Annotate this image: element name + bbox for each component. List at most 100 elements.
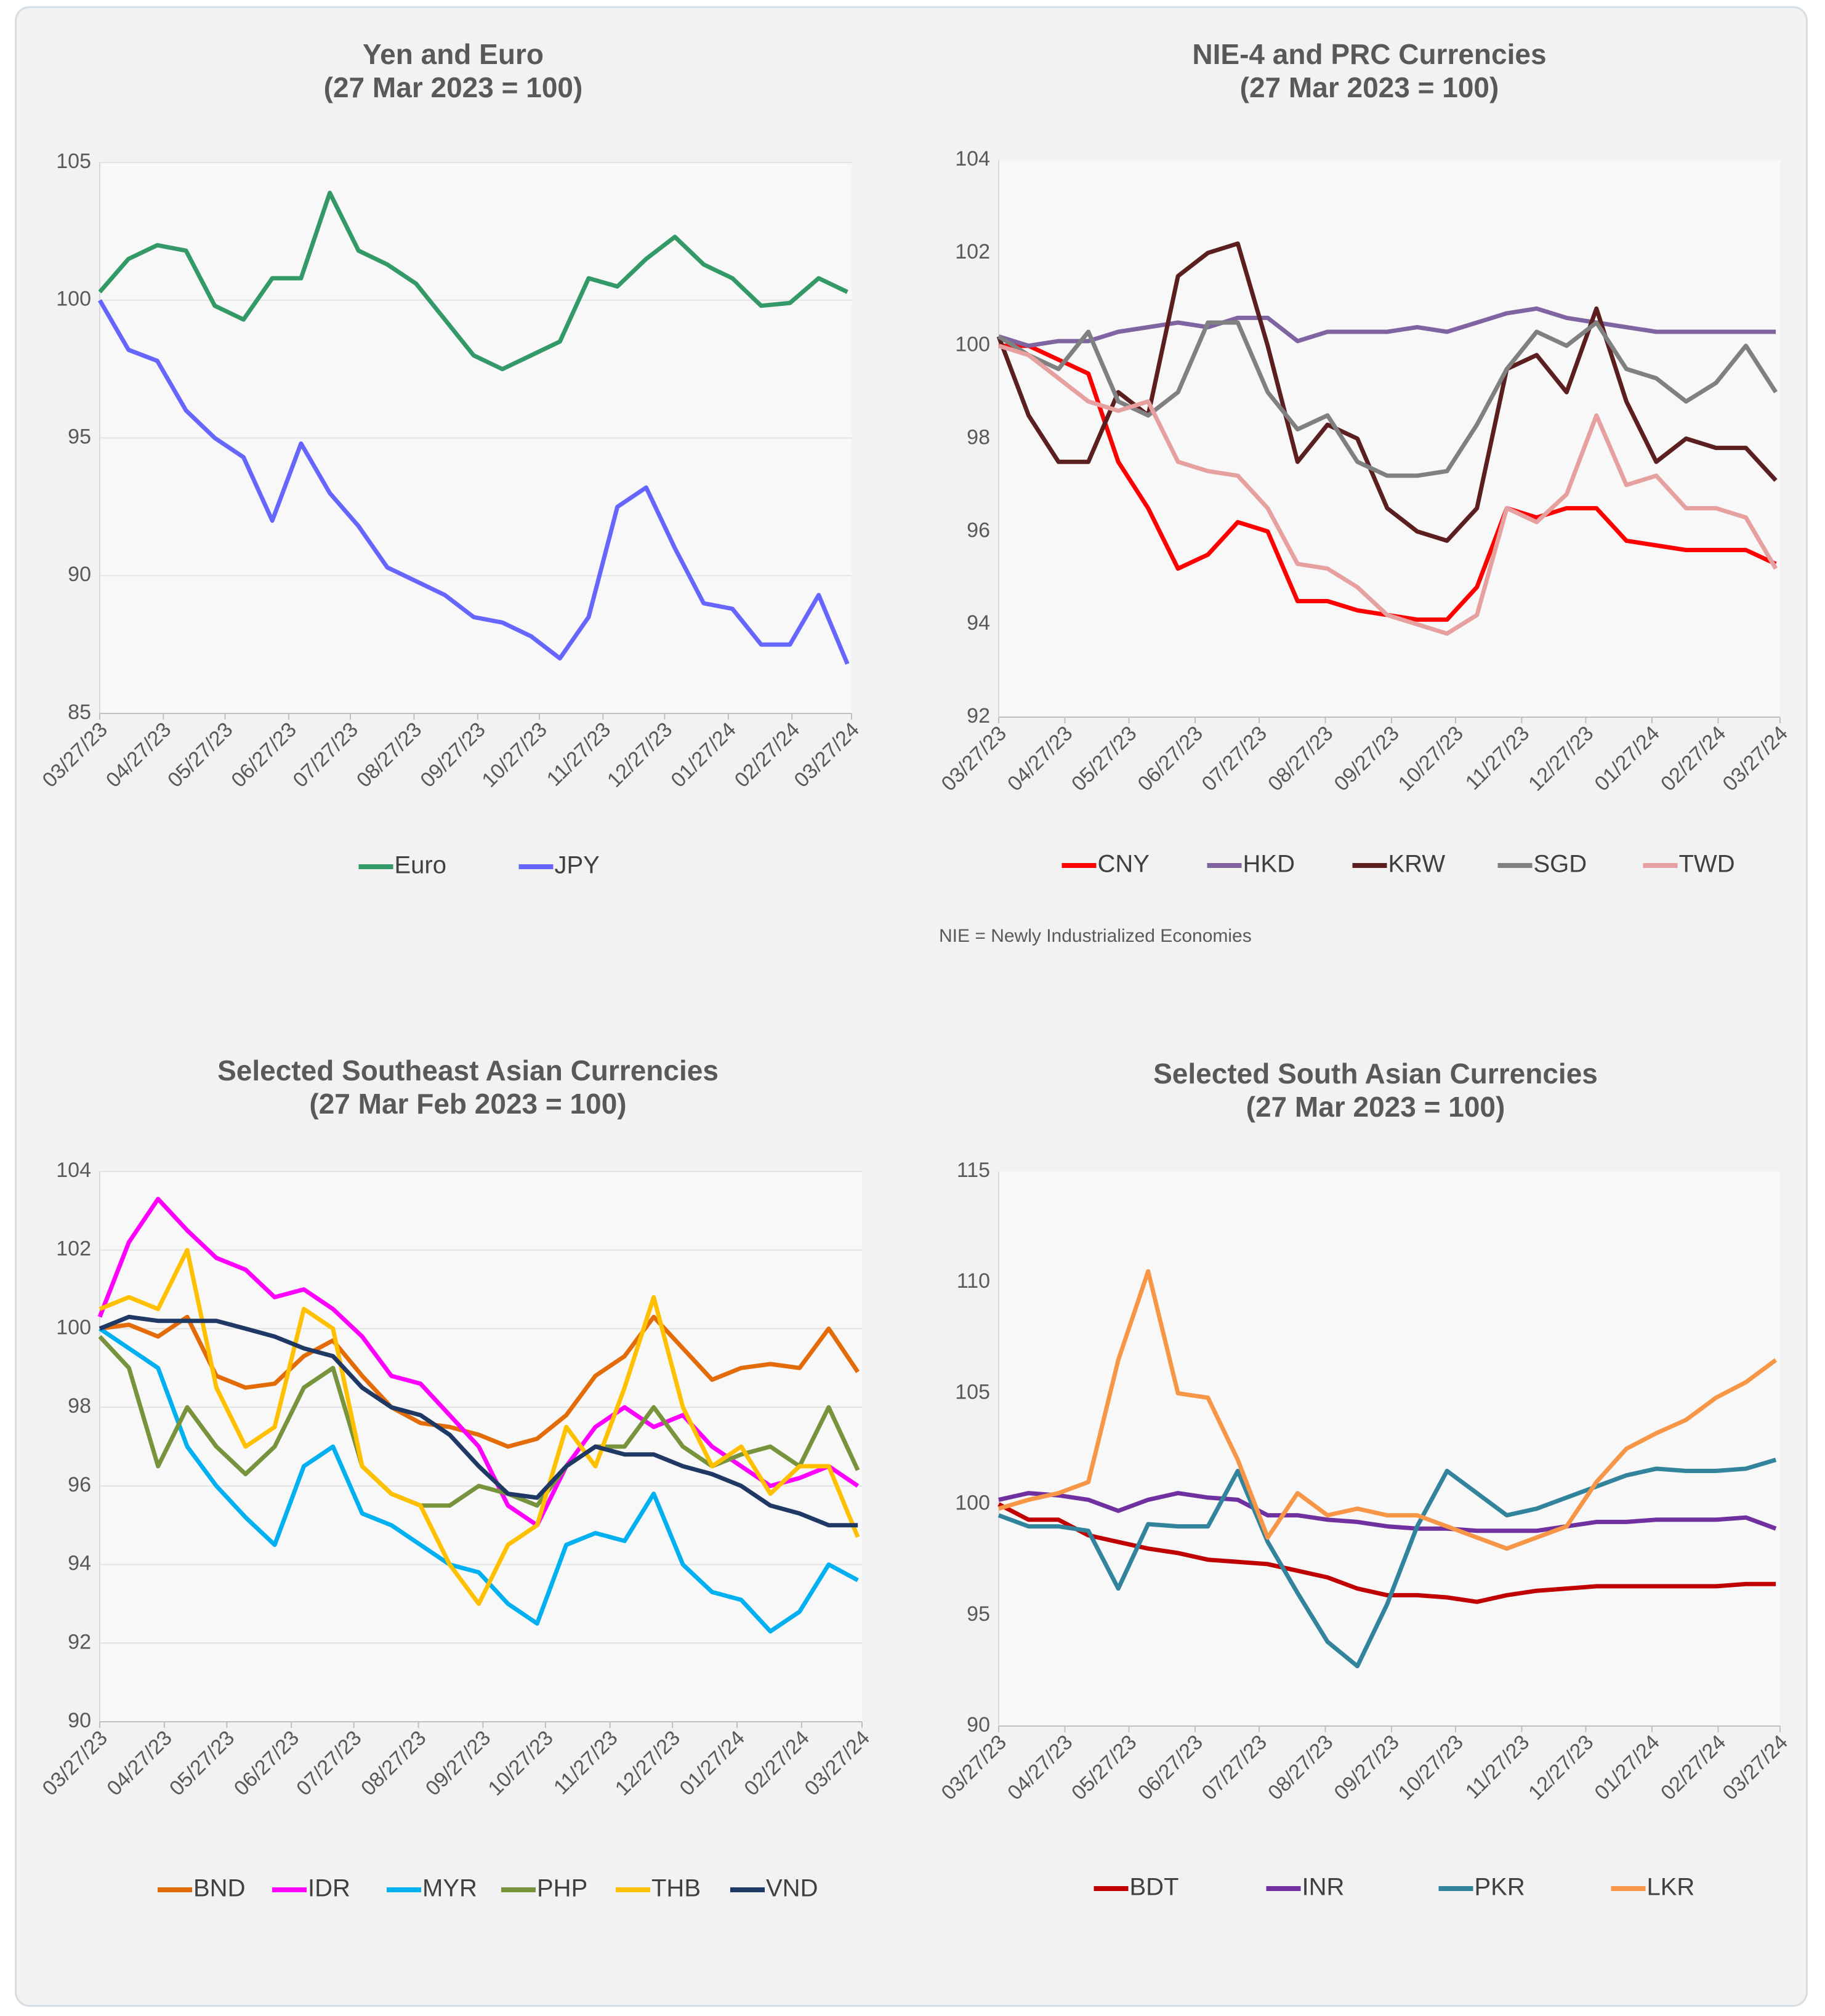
x-tick-label: 03/27/24 xyxy=(1718,721,1792,795)
legend-label: PKR xyxy=(1475,1874,1525,1901)
x-tick-label: 08/27/23 xyxy=(1263,1730,1337,1804)
y-tick-label: 105 xyxy=(955,1380,990,1404)
y-tick-label: 100 xyxy=(955,1492,990,1515)
plot-area xyxy=(999,1171,1780,1726)
series-line xyxy=(996,241,1778,543)
x-tick-label: 02/27/24 xyxy=(730,718,804,792)
x-tick-label: 06/27/23 xyxy=(1134,1730,1207,1804)
y-tick-label: 100 xyxy=(955,333,990,356)
legend-label: MYR xyxy=(422,1875,477,1902)
y-tick-label: 104 xyxy=(955,147,990,171)
x-tick-label: 06/27/23 xyxy=(230,1726,304,1800)
legend-label: TWD xyxy=(1679,851,1735,878)
legend-label: BDT xyxy=(1130,1874,1179,1901)
legend-label: CNY xyxy=(1098,851,1150,878)
x-tick-label: 08/27/23 xyxy=(352,718,426,792)
y-tick-label: 96 xyxy=(68,1473,91,1496)
x-tick-label: 04/27/23 xyxy=(1003,721,1077,795)
x-tick-label: 03/27/24 xyxy=(1718,1730,1792,1804)
x-tick-label: 12/27/23 xyxy=(603,718,677,792)
x-tick-label: 01/27/24 xyxy=(666,718,740,792)
legend-label: INR xyxy=(1302,1874,1345,1901)
x-tick-label: 06/27/23 xyxy=(227,718,300,792)
series-line xyxy=(997,1502,1776,1604)
x-tick-label: 12/27/23 xyxy=(1524,721,1598,795)
y-tick-label: 96 xyxy=(967,518,990,542)
x-tick-label: 09/27/23 xyxy=(1330,1730,1404,1804)
x-tick-label: 12/27/23 xyxy=(611,1726,685,1800)
series-line xyxy=(99,1327,859,1634)
footnote: NIE = Newly Industrialized Economies xyxy=(939,926,1252,946)
series-line xyxy=(99,1314,860,1449)
x-tick-label: 10/27/23 xyxy=(477,718,551,792)
y-tick-label: 110 xyxy=(957,1269,990,1293)
x-tick-label: 04/27/23 xyxy=(1003,1730,1077,1804)
x-tick-label: 03/27/23 xyxy=(937,721,1011,795)
chart-subtitle: (27 Mar Feb 2023 = 100) xyxy=(309,1088,626,1120)
y-tick-label: 94 xyxy=(68,1552,91,1575)
x-tick-label: 01/27/24 xyxy=(1590,721,1664,795)
legend-label: KRW xyxy=(1388,851,1446,878)
x-tick-label: 05/27/23 xyxy=(163,718,237,792)
x-tick-label: 11/27/23 xyxy=(1461,721,1534,795)
x-tick-label: 08/27/23 xyxy=(357,1726,430,1800)
legend-label: LKR xyxy=(1647,1874,1695,1901)
x-tick-label: 03/27/23 xyxy=(38,718,112,792)
y-tick-label: 85 xyxy=(68,701,91,724)
y-tick-label: 92 xyxy=(967,704,990,728)
series-line xyxy=(998,1491,1777,1533)
x-tick-label: 05/27/23 xyxy=(165,1726,239,1800)
x-tick-label: 10/27/23 xyxy=(1394,1730,1468,1804)
y-tick-label: 92 xyxy=(68,1630,91,1653)
x-tick-label: 10/27/23 xyxy=(483,1726,557,1800)
chart-title: Yen and Euro xyxy=(363,38,544,70)
x-tick-label: 03/27/23 xyxy=(937,1730,1011,1804)
x-tick-label: 02/27/24 xyxy=(1656,721,1730,795)
series-line xyxy=(97,299,850,665)
x-tick-label: 09/27/23 xyxy=(421,1726,495,1800)
x-tick-label: 05/27/23 xyxy=(1067,721,1141,795)
series-line xyxy=(99,1248,860,1606)
series-line xyxy=(98,190,848,372)
series-line xyxy=(997,343,1778,636)
legend-label: HKD xyxy=(1243,851,1295,878)
x-tick-label: 03/27/23 xyxy=(38,1726,112,1800)
y-tick-label: 98 xyxy=(68,1394,91,1418)
x-tick-label: 09/27/23 xyxy=(1330,721,1404,795)
legend-label: BND xyxy=(193,1875,245,1902)
x-tick-label: 11/27/23 xyxy=(542,718,616,791)
x-tick-label: 10/27/23 xyxy=(1394,721,1468,795)
y-tick-label: 94 xyxy=(967,611,990,635)
x-tick-label: 04/27/23 xyxy=(102,718,175,792)
y-tick-label: 104 xyxy=(56,1159,91,1182)
legend-label: PHP xyxy=(537,1875,587,1902)
y-tick-label: 95 xyxy=(967,1602,990,1626)
series-line xyxy=(997,1458,1777,1669)
chart-title: Selected South Asian Currencies xyxy=(1153,1058,1598,1090)
legend-label: JPY xyxy=(555,852,600,879)
y-tick-label: 100 xyxy=(56,287,91,311)
chart-subtitle: (27 Mar 2023 = 100) xyxy=(1240,71,1499,103)
x-tick-label: 01/27/24 xyxy=(675,1726,749,1800)
x-tick-label: 09/27/23 xyxy=(416,718,489,792)
y-tick-label: 105 xyxy=(56,150,91,173)
chart-subtitle: (27 Mar 2023 = 100) xyxy=(1246,1091,1505,1123)
series-line xyxy=(99,1314,858,1528)
legend-label: IDR xyxy=(308,1875,350,1902)
y-tick-label: 90 xyxy=(68,563,91,586)
legend-label: THB xyxy=(651,1875,701,1902)
series-line xyxy=(997,306,1776,348)
x-tick-label: 03/27/24 xyxy=(800,1726,874,1800)
y-tick-label: 100 xyxy=(56,1315,91,1339)
x-tick-label: 04/27/23 xyxy=(102,1726,176,1800)
x-tick-label: 02/27/24 xyxy=(1656,1730,1730,1804)
chart-subtitle: (27 Mar 2023 = 100) xyxy=(324,71,583,103)
x-tick-label: 07/27/23 xyxy=(292,1726,366,1800)
x-tick-label: 05/27/23 xyxy=(1067,1730,1141,1804)
chart-title: NIE-4 and PRC Currencies xyxy=(1192,38,1546,70)
legend-label: SGD xyxy=(1534,851,1587,878)
x-tick-label: 11/27/23 xyxy=(1461,1730,1534,1804)
y-tick-label: 90 xyxy=(967,1713,990,1737)
